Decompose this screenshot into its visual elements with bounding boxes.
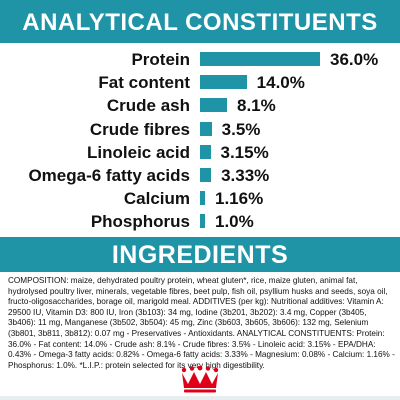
constituent-bar (200, 52, 320, 66)
constituent-label: Protein (131, 50, 190, 69)
constituent-bar (200, 98, 227, 113)
constituent-label: Linoleic acid (87, 142, 190, 162)
constituent-label: Phosphorus (90, 212, 190, 232)
constituent-row: Calcium 1.16% (0, 188, 400, 210)
constituent-row: Crude ash 8.1% (0, 95, 400, 117)
constituent-value: 1.0% (215, 212, 254, 232)
constituent-label: Calcium (123, 189, 190, 209)
constituent-value: 3.33% (221, 166, 270, 185)
constituent-value: 3.5% (221, 119, 261, 139)
constituent-bar (200, 191, 205, 206)
analytical-constituents-title: ANALYTICAL CONSTITUENTS (22, 9, 378, 36)
constituent-label: Omega-6 fatty acids (28, 166, 190, 185)
composition-text: COMPOSITION: maize, dehydrated poultry p… (8, 276, 395, 370)
constituent-bar (200, 144, 211, 159)
constituent-value: 8.1% (237, 96, 276, 116)
footer-band (0, 396, 400, 400)
constituent-bar (200, 168, 212, 182)
analytical-constituents-banner: ANALYTICAL CONSTITUENTS (0, 0, 400, 43)
constituent-value: 3.15% (220, 142, 269, 162)
constituent-row: Phosphorus 1.0% (0, 211, 400, 233)
constituent-row: Linoleic acid 3.15% (0, 142, 400, 164)
constituent-bar (200, 214, 205, 229)
constituent-row: Protein 36.0% (0, 49, 400, 71)
royal-canin-crown-logo-icon (181, 366, 219, 393)
constituent-value: 1.16% (215, 189, 264, 209)
constituent-row: Fat content 14.0% (0, 72, 400, 94)
constituent-bar (200, 75, 247, 90)
constituent-label: Crude fibres (89, 119, 190, 139)
constituent-label: Crude ash (106, 96, 190, 116)
constituent-value: 36.0% (330, 50, 379, 69)
constituent-label: Fat content (98, 73, 190, 93)
constituent-value: 14.0% (256, 73, 305, 93)
constituent-row: Crude fibres 3.5% (0, 119, 400, 141)
constituent-row: Omega-6 fatty acids 3.33% (0, 165, 400, 187)
ingredients-banner: INGREDIENTS (0, 237, 400, 272)
constituent-bar (200, 121, 212, 136)
ingredients-title: INGREDIENTS (111, 241, 289, 269)
